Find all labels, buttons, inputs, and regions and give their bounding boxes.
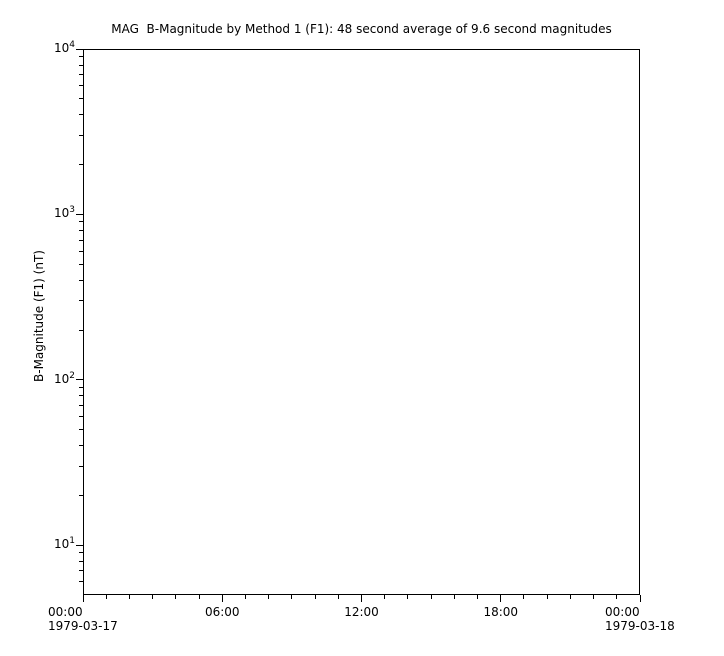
y-minor-tick [79, 250, 83, 252]
y-minor-tick [79, 64, 83, 66]
y-tick-label-base: 10 [53, 537, 70, 552]
y-minor-tick [79, 134, 83, 136]
y-minor-tick [79, 114, 83, 116]
y-tick-label-exponent: 3 [69, 205, 75, 216]
x-tick-date-label: 1979-03-17 [48, 619, 118, 633]
y-minor-tick [79, 263, 83, 265]
y-minor-tick [79, 74, 83, 76]
y-minor-tick [79, 404, 83, 406]
chart-title: MAG B-Magnitude by Method 1 (F1): 48 sec… [111, 22, 612, 36]
y-major-tick [76, 379, 83, 381]
y-minor-tick [79, 581, 83, 583]
y-minor-tick [79, 56, 83, 58]
x-major-tick [361, 595, 362, 602]
y-minor-tick [79, 85, 83, 87]
y-tick-label: 101 [28, 537, 75, 552]
x-minor-tick [569, 595, 571, 599]
y-minor-tick [79, 98, 83, 100]
y-major-tick [76, 213, 83, 215]
x-minor-tick [593, 595, 595, 599]
x-tick-label: 12:00 [344, 605, 379, 619]
x-tick-time-label: 00:00 [605, 605, 640, 619]
x-tick-label: 18:00 [483, 605, 519, 619]
y-minor-tick [79, 329, 83, 331]
y-tick-label-base: 10 [53, 41, 70, 55]
y-axis-label: B-Magnitude (F1) (nT) [32, 250, 46, 382]
x-minor-tick [407, 595, 409, 599]
x-tick-time-label: 00:00 [48, 605, 83, 619]
y-minor-tick [79, 239, 83, 241]
y-minor-tick [79, 395, 83, 397]
y-minor-tick [79, 300, 83, 302]
x-tick-label: 06:00 [204, 605, 240, 619]
y-minor-tick [79, 416, 83, 417]
x-minor-tick [523, 595, 525, 599]
x-tick-label-group: 00:00 1979-03-18 [605, 605, 675, 633]
y-minor-tick [79, 570, 83, 572]
y-tick-label-base: 10 [53, 206, 70, 221]
x-minor-tick [477, 595, 479, 599]
x-minor-tick [430, 595, 432, 599]
x-minor-tick [291, 595, 293, 599]
y-minor-tick [79, 494, 83, 496]
y-tick-label: 103 [28, 206, 75, 221]
y-tick-label-base: 10 [53, 371, 70, 386]
x-minor-tick [268, 595, 270, 599]
x-minor-tick [152, 595, 154, 599]
y-tick-label: 102 [28, 370, 75, 387]
x-minor-tick [337, 595, 339, 599]
x-minor-tick [175, 595, 177, 599]
y-minor-tick [79, 560, 83, 562]
x-minor-tick [105, 595, 107, 599]
x-major-tick [221, 595, 223, 602]
y-tick-label-exponent: 2 [69, 370, 75, 381]
y-tick-label-exponent: 4 [69, 40, 75, 50]
plot-area [83, 49, 640, 595]
y-major-tick [76, 48, 83, 50]
y-minor-tick [79, 429, 83, 431]
y-minor-tick [79, 164, 83, 166]
x-tick-date-label: 1979-03-18 [605, 619, 675, 633]
y-tick-label: 104 [28, 41, 75, 56]
y-minor-tick [79, 386, 83, 388]
x-minor-tick [546, 595, 548, 599]
y-minor-tick [79, 465, 83, 467]
y-minor-tick [79, 279, 83, 281]
x-major-tick [500, 595, 502, 602]
x-major-tick [639, 595, 641, 602]
x-minor-tick [384, 595, 386, 599]
x-minor-tick [198, 595, 200, 599]
y-minor-tick [79, 552, 83, 554]
x-tick-label-group: 00:00 1979-03-17 [48, 605, 118, 633]
y-minor-tick [79, 221, 83, 223]
y-tick-label-exponent: 1 [69, 536, 75, 547]
x-minor-tick [314, 595, 316, 599]
x-major-tick [82, 595, 84, 602]
y-minor-tick [79, 229, 83, 231]
x-minor-tick [244, 595, 246, 599]
x-minor-tick [128, 595, 130, 599]
y-minor-tick [79, 445, 83, 447]
x-minor-tick [616, 595, 618, 599]
x-minor-tick [453, 595, 455, 599]
y-major-tick [76, 544, 83, 546]
